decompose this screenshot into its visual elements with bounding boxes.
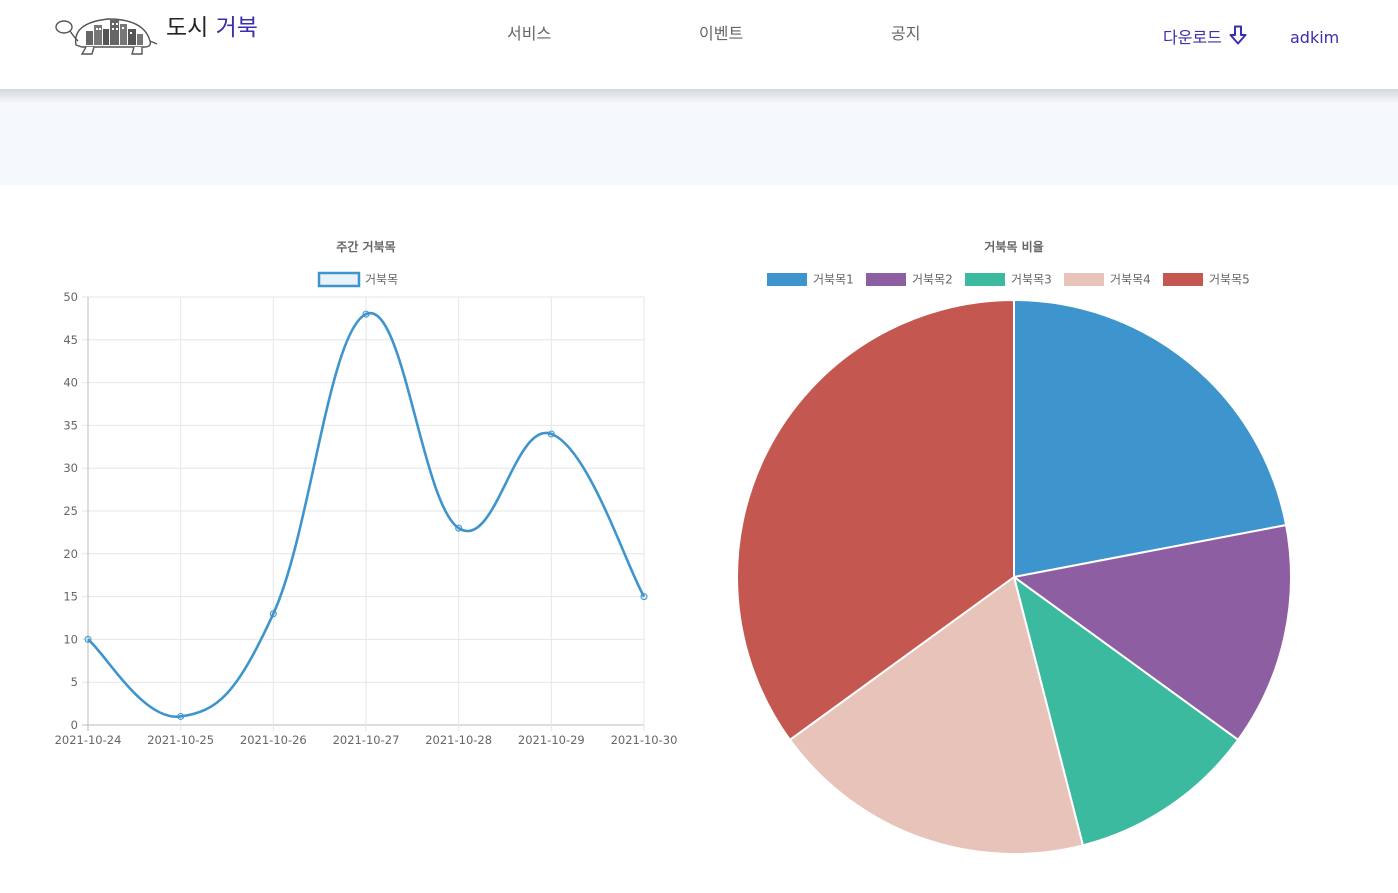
y-tick-label: 10 — [63, 632, 78, 646]
pie-chart-title: 거북목 비율 — [984, 239, 1043, 254]
line-data-point — [269, 610, 277, 618]
y-tick-label: 35 — [63, 418, 78, 432]
y-tick-label: 50 — [63, 290, 78, 304]
pie-slices — [736, 298, 1292, 855]
line-data-point — [547, 430, 555, 438]
top-navbar: 도시 거북 서비스 이벤트 공지 다운로드 adkim — [0, 0, 1398, 89]
y-tick-label: 25 — [63, 504, 78, 518]
line-legend-swatch — [317, 271, 361, 288]
line-data-point — [84, 635, 92, 643]
x-tick-label: 2021-10-29 — [518, 733, 585, 747]
pie-legend-label: 거북목4 — [1110, 273, 1151, 287]
pie-legend-label: 거북목2 — [912, 273, 953, 287]
line-chart-grid — [82, 296, 645, 731]
line-chart-title: 주간 거북목 — [336, 239, 395, 254]
pie-slice — [1013, 298, 1288, 579]
brand-title-plain: 도시 — [166, 15, 209, 41]
navbar-shadow — [0, 89, 1398, 103]
pie-chart-ratio: 거북목 비율 거북목1 거북목2 거북목3 거북목4 거북목5 — [736, 239, 1292, 855]
nav-link-services[interactable]: 서비스 — [507, 24, 552, 43]
pie-legend-swatch — [965, 273, 1005, 286]
y-tick-label: 15 — [63, 590, 78, 604]
line-chart-weekly: 주간 거북목 거북목 0 5 10 15 20 25 30 35 40 45 50 2021-10-… — [55, 239, 678, 747]
line-series-points — [84, 310, 648, 720]
y-tick-label: 45 — [63, 333, 78, 347]
pie-slice — [736, 298, 1015, 742]
turtle-city-logo-icon — [55, 18, 158, 55]
x-tick-label: 2021-10-27 — [333, 733, 400, 747]
pie-legend-swatch — [1064, 273, 1104, 286]
line-data-point — [362, 310, 370, 318]
y-tick-label: 30 — [63, 461, 78, 475]
line-data-point — [177, 712, 185, 720]
brand-title: 도시 거북 — [166, 14, 258, 42]
download-label: 다운로드 — [1163, 28, 1222, 47]
pie-legend: 거북목1 거북목2 거북목3 거북목4 거북목5 — [767, 273, 1250, 287]
line-chart-x-ticks: 2021-10-24 2021-10-25 2021-10-26 2021-10-27… — [55, 733, 678, 747]
pie-slice — [788, 575, 1085, 855]
pie-legend-label: 거북목3 — [1011, 273, 1052, 287]
line-legend-label: 거북목 — [365, 273, 398, 287]
nav-link-notice[interactable]: 공지 — [891, 24, 921, 43]
pie-slice — [1012, 574, 1240, 847]
brand-logo-link[interactable]: 도시 거북 — [52, 6, 258, 58]
y-tick-label: 40 — [63, 376, 78, 390]
user-account-link[interactable]: adkim — [1290, 28, 1340, 47]
pie-legend-swatch — [767, 273, 807, 286]
x-tick-label: 2021-10-24 — [55, 733, 122, 747]
hero-banner — [0, 89, 1398, 185]
arrow-down-icon — [1229, 25, 1247, 45]
pie-legend-swatch — [866, 273, 906, 286]
x-tick-label: 2021-10-28 — [425, 733, 492, 747]
nav-link-events[interactable]: 이벤트 — [699, 24, 744, 43]
download-link[interactable]: 다운로드 — [1163, 25, 1247, 49]
pie-slice — [1011, 523, 1292, 742]
x-tick-label: 2021-10-25 — [147, 733, 214, 747]
line-data-point — [455, 524, 463, 532]
pie-legend-swatch — [1163, 273, 1203, 286]
brand-title-accent: 거북 — [215, 15, 258, 41]
line-data-point — [640, 593, 648, 601]
x-tick-label: 2021-10-30 — [611, 733, 678, 747]
pie-legend-label: 거북목5 — [1209, 273, 1250, 287]
pie-legend-label: 거북목1 — [813, 273, 854, 287]
y-tick-label: 20 — [63, 547, 78, 561]
line-series-path — [87, 311, 646, 718]
line-chart-y-ticks: 0 5 10 15 20 25 30 35 40 45 50 — [63, 290, 78, 732]
y-tick-label: 0 — [71, 718, 78, 732]
y-tick-label: 5 — [71, 675, 78, 689]
x-tick-label: 2021-10-26 — [240, 733, 307, 747]
